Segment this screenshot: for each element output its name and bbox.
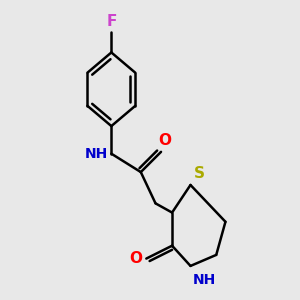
Text: NH: NH (192, 273, 216, 286)
Text: S: S (194, 166, 204, 181)
Text: NH: NH (85, 147, 108, 161)
Text: O: O (158, 133, 171, 148)
Text: F: F (106, 14, 116, 29)
Text: O: O (129, 251, 142, 266)
